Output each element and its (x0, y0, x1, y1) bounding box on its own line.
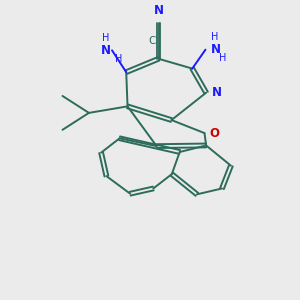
Text: H: H (211, 32, 218, 42)
Text: O: O (210, 127, 220, 140)
Text: N: N (100, 44, 110, 57)
Text: H: H (219, 53, 226, 63)
Text: N: N (154, 4, 164, 17)
Text: N: N (211, 43, 221, 56)
Text: C: C (148, 36, 156, 46)
Text: H: H (102, 33, 109, 43)
Text: N: N (212, 86, 221, 99)
Text: H: H (115, 53, 122, 64)
